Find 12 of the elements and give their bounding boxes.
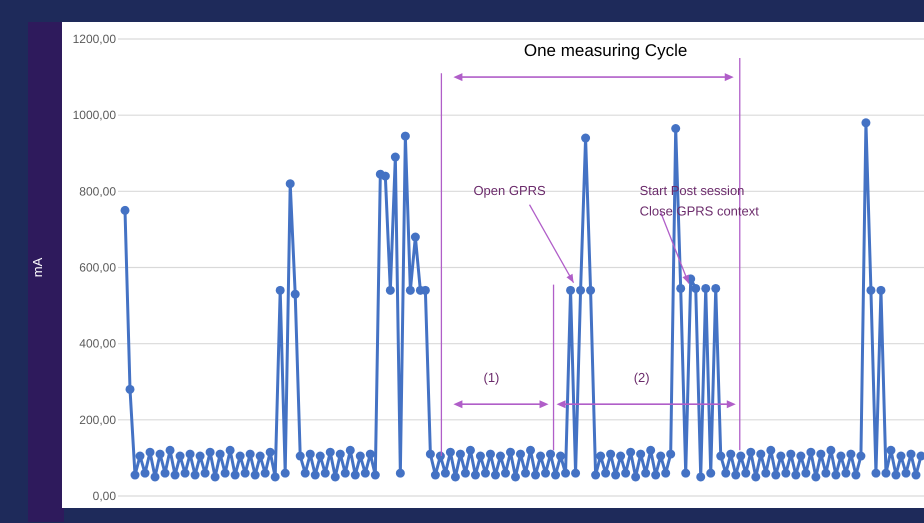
y-tick-label: 200,00 bbox=[79, 412, 116, 427]
annotation: (1) bbox=[484, 370, 500, 385]
y-tick-label: 0,00 bbox=[92, 489, 116, 503]
y-tick-label: 1200,00 bbox=[72, 32, 116, 46]
annotation: Open GPRS bbox=[473, 183, 546, 198]
y-tick-label: 800,00 bbox=[79, 184, 116, 198]
annotation: (2) bbox=[634, 370, 650, 385]
y-axis-title: mA bbox=[30, 257, 45, 278]
y-tick-label: 1000,00 bbox=[72, 108, 116, 122]
y-tick-label: 400,00 bbox=[79, 336, 116, 351]
y-tick-label: 600,00 bbox=[79, 260, 116, 274]
annotation: One measuring Cycle bbox=[524, 41, 688, 60]
